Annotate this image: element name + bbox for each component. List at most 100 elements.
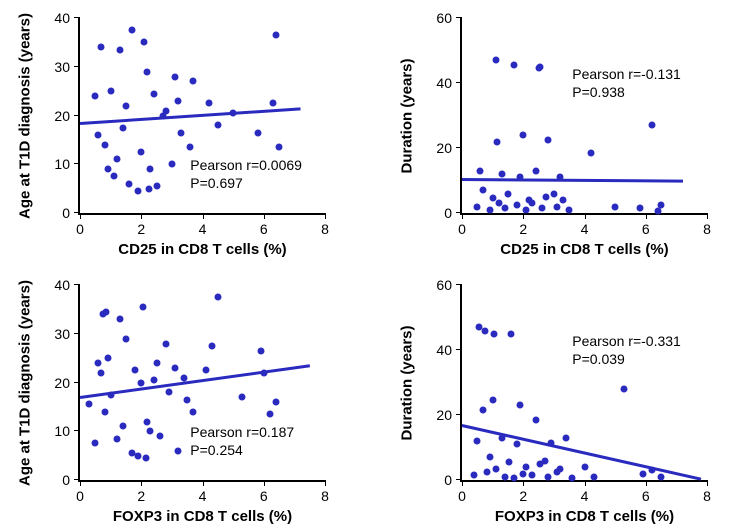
- x-tick: [80, 480, 81, 486]
- x-tick: [325, 213, 326, 219]
- x-tick: [141, 213, 142, 219]
- data-point: [480, 407, 487, 414]
- trend-line: [80, 107, 301, 124]
- data-point: [122, 102, 129, 109]
- data-point: [529, 472, 536, 479]
- data-point: [98, 44, 105, 51]
- y-tick: [74, 382, 80, 383]
- data-point: [494, 138, 501, 145]
- data-point: [514, 201, 521, 208]
- x-tick-label: 0: [458, 488, 466, 504]
- y-tick-label: 20: [54, 108, 70, 124]
- x-tick: [80, 213, 81, 219]
- x-tick: [462, 480, 463, 486]
- y-tick: [74, 479, 80, 480]
- x-axis-title: CD25 in CD8 T cells (%): [80, 241, 325, 258]
- data-point: [563, 434, 570, 441]
- data-point: [178, 129, 185, 136]
- data-point: [103, 308, 110, 315]
- data-point: [511, 62, 518, 69]
- data-point: [126, 180, 133, 187]
- data-point: [471, 472, 478, 479]
- data-point: [116, 46, 123, 53]
- data-point: [541, 457, 548, 464]
- plot-area: 024680204060FOXP3 in CD8 T cells (%)Dura…: [460, 285, 707, 482]
- x-axis-title: FOXP3 in CD8 T cells (%): [462, 508, 707, 525]
- data-point: [95, 132, 102, 139]
- data-point: [639, 470, 646, 477]
- stats-annotation: Pearson r=-0.131 P=0.938: [572, 65, 681, 101]
- data-point: [273, 399, 280, 406]
- data-point: [104, 166, 111, 173]
- y-tick-label: 0: [444, 472, 452, 488]
- data-point: [153, 183, 160, 190]
- y-tick-label: 40: [436, 342, 452, 358]
- y-tick: [456, 17, 462, 18]
- data-point: [658, 473, 665, 480]
- data-point: [122, 335, 129, 342]
- data-point: [491, 330, 498, 337]
- x-tick-label: 6: [260, 221, 268, 237]
- data-point: [135, 452, 142, 459]
- data-point: [511, 475, 518, 482]
- x-tick-label: 8: [321, 221, 329, 237]
- data-point: [520, 470, 527, 477]
- trend-line: [80, 364, 310, 398]
- data-point: [144, 418, 151, 425]
- y-tick-label: 40: [54, 277, 70, 293]
- x-tick-label: 0: [458, 221, 466, 237]
- x-tick: [141, 480, 142, 486]
- data-point: [557, 465, 564, 472]
- data-point: [581, 464, 588, 471]
- x-tick-label: 4: [581, 488, 589, 504]
- x-tick: [462, 213, 463, 219]
- data-point: [150, 377, 157, 384]
- figure-root: 02468010203040CD25 in CD8 T cells (%)Age…: [0, 0, 754, 519]
- y-tick: [456, 414, 462, 415]
- y-axis-title: Age at T1D diagnosis (years): [17, 280, 34, 486]
- data-point: [116, 316, 123, 323]
- x-tick-label: 0: [76, 221, 84, 237]
- data-point: [481, 327, 488, 334]
- data-point: [257, 347, 264, 354]
- x-tick-label: 2: [137, 488, 145, 504]
- data-point: [119, 124, 126, 131]
- x-tick-label: 4: [199, 488, 207, 504]
- x-tick-label: 2: [519, 488, 527, 504]
- data-point: [184, 396, 191, 403]
- data-point: [119, 423, 126, 430]
- data-point: [544, 473, 551, 480]
- data-point: [95, 360, 102, 367]
- data-point: [658, 201, 665, 208]
- data-point: [101, 141, 108, 148]
- data-point: [517, 402, 524, 409]
- data-point: [508, 330, 515, 337]
- x-tick: [707, 213, 708, 219]
- y-tick: [74, 333, 80, 334]
- data-point: [205, 100, 212, 107]
- y-tick-label: 20: [436, 407, 452, 423]
- data-point: [135, 188, 142, 195]
- panel-c: 02468010203040FOXP3 in CD8 T cells (%)Ag…: [78, 285, 323, 480]
- data-point: [156, 433, 163, 440]
- y-tick: [456, 479, 462, 480]
- y-tick-label: 30: [54, 326, 70, 342]
- data-point: [107, 88, 114, 95]
- data-point: [214, 122, 221, 129]
- y-tick: [456, 82, 462, 83]
- x-axis-title: FOXP3 in CD8 T cells (%): [80, 508, 325, 525]
- stats-annotation: Pearson r=0.0069 P=0.697: [190, 156, 302, 192]
- data-point: [187, 144, 194, 151]
- y-tick: [74, 115, 80, 116]
- x-tick-label: 2: [519, 221, 527, 237]
- panel-b: 024680204060CD25 in CD8 T cells (%)Durat…: [460, 18, 705, 213]
- data-point: [162, 340, 169, 347]
- data-point: [165, 389, 172, 396]
- y-tick-label: 30: [54, 59, 70, 75]
- data-point: [168, 161, 175, 168]
- x-tick: [707, 480, 708, 486]
- data-point: [553, 203, 560, 210]
- data-point: [532, 167, 539, 174]
- data-point: [480, 187, 487, 194]
- data-point: [132, 367, 139, 374]
